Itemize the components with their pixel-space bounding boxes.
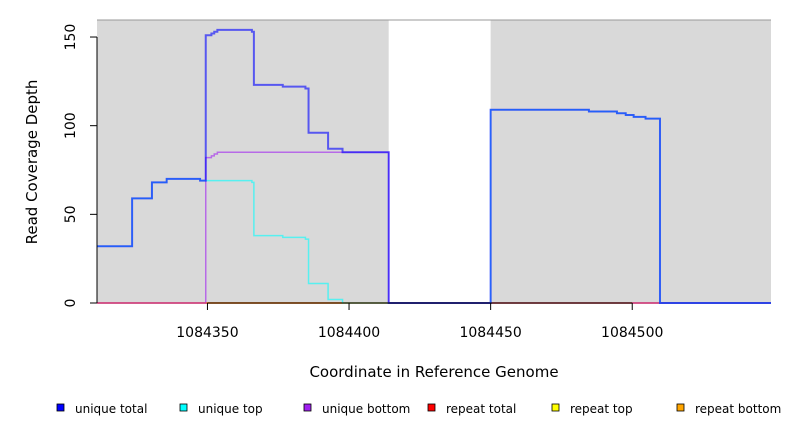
- legend-swatch: [676, 403, 685, 412]
- legend-item-repeat-bottom: repeat bottom: [676, 402, 781, 416]
- y-tick-label: 50: [63, 205, 79, 223]
- legend-item-repeat-total: repeat total: [427, 402, 516, 416]
- legend-item-unique-total: unique total: [56, 402, 147, 416]
- legend-swatch: [56, 403, 65, 412]
- y-tick-label: 100: [63, 112, 79, 139]
- shaded-regions: [97, 20, 771, 303]
- legend-label: repeat bottom: [695, 402, 781, 416]
- x-tick-label: 1084500: [601, 325, 663, 341]
- x-tick-label: 1084450: [459, 325, 521, 341]
- legend-label: repeat total: [446, 402, 516, 416]
- legend-swatch: [179, 403, 188, 412]
- legend-swatch: [303, 403, 312, 412]
- series-line-unique-total: [97, 28, 771, 304]
- shaded-region: [97, 20, 389, 303]
- y-tick-label: 0: [63, 299, 79, 308]
- x-tick-label: 1084400: [318, 325, 380, 341]
- legend-label: unique total: [75, 402, 147, 416]
- y-axis: 0 50 100 150: [63, 24, 98, 308]
- legend-label: repeat top: [570, 402, 633, 416]
- legend-item-repeat-top: repeat top: [551, 402, 633, 416]
- y-tick-label: 150: [63, 24, 79, 51]
- x-axis-label: Coordinate in Reference Genome: [309, 363, 558, 381]
- x-axis: 1084350 1084400 1084450 1084500: [176, 302, 663, 341]
- legend-label: unique top: [198, 402, 263, 416]
- legend: unique total unique top unique bottom repea…: [56, 402, 781, 416]
- shaded-region: [490, 20, 771, 303]
- legend-label: unique bottom: [322, 402, 410, 416]
- legend-item-unique-bottom: unique bottom: [303, 402, 410, 416]
- legend-swatch: [551, 403, 560, 412]
- x-tick-label: 1084350: [176, 325, 238, 341]
- legend-swatch: [427, 403, 436, 412]
- legend-item-unique-top: unique top: [179, 402, 263, 416]
- y-axis-label: Read Coverage Depth: [23, 80, 41, 245]
